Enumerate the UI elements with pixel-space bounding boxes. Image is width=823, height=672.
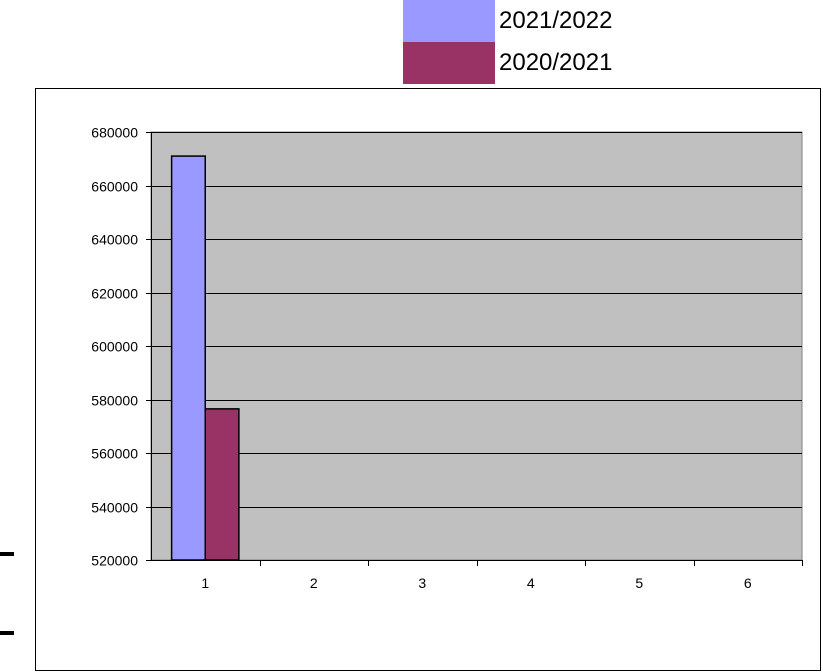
y-tick-label: 640000 [91,232,138,248]
y-tick-label: 620000 [91,286,138,302]
x-tick-label: 6 [744,575,752,591]
legend-label-2020-2021: 2020/2021 [499,49,613,76]
legend-swatch-2021-2022 [403,0,495,42]
y-tick-label: 680000 [91,125,138,141]
y-tick-label: 600000 [91,339,138,355]
legend-item-2020-2021: 2020/2021 [403,42,612,84]
left-edge-mark [0,631,14,635]
legend-swatch-2020-2021 [403,42,495,84]
x-tick-label: 1 [201,575,209,591]
bar [170,155,207,561]
y-tick-label: 580000 [91,393,138,409]
y-tick-label: 660000 [91,179,138,195]
y-tick-label: 560000 [91,446,138,462]
bar [204,408,240,561]
legend-item-2021-2022: 2021/2022 [403,0,612,42]
chart-legend: 2021/2022 2020/2021 [403,0,643,86]
x-tick-label: 5 [635,575,643,591]
legend-label-2021-2022: 2021/2022 [499,7,613,34]
x-tick-label: 2 [310,575,318,591]
x-tick-label: 4 [527,575,535,591]
y-tick-label: 520000 [91,553,138,569]
x-tick-label: 3 [418,575,426,591]
left-edge-mark [0,552,14,556]
y-tick-label: 540000 [91,500,138,516]
